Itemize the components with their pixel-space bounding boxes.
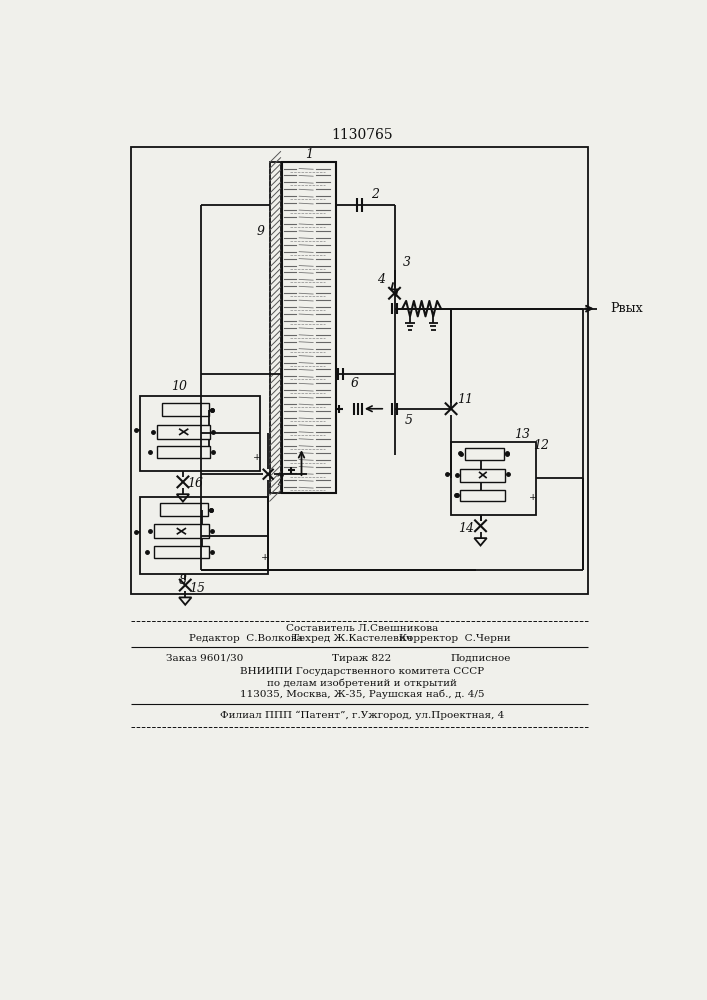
- Text: 10: 10: [171, 380, 187, 393]
- Text: 7: 7: [276, 475, 284, 488]
- Text: +: +: [529, 493, 537, 502]
- Text: 13: 13: [515, 428, 530, 441]
- Text: +: +: [261, 553, 269, 562]
- Text: 14: 14: [459, 522, 474, 535]
- Bar: [140, 497, 268, 574]
- Text: Корректор  С.Черни: Корректор С.Черни: [399, 634, 510, 643]
- Bar: [154, 524, 209, 538]
- Text: 15: 15: [189, 582, 205, 595]
- Text: Составитель Л.Свешникова: Составитель Л.Свешникова: [286, 624, 438, 633]
- Text: Филиал ППП “Патент”, г.Ужгород, ул.Проектная, 4: Филиал ППП “Патент”, г.Ужгород, ул.Проек…: [220, 711, 504, 720]
- Bar: [270, 162, 281, 493]
- Bar: [282, 162, 337, 493]
- Text: ВНИИПИ Государственного комитета СССР: ВНИИПИ Государственного комитета СССР: [240, 667, 484, 676]
- Text: 113035, Москва, Ж-35, Раушская наб., д. 4/5: 113035, Москва, Ж-35, Раушская наб., д. …: [240, 690, 484, 699]
- Bar: [460, 490, 506, 501]
- Text: Заказ 9601/30: Заказ 9601/30: [166, 654, 243, 663]
- Bar: [465, 448, 504, 460]
- Text: 5: 5: [404, 414, 412, 427]
- Text: 3: 3: [403, 256, 411, 269]
- Text: 4: 4: [377, 273, 385, 286]
- Bar: [154, 546, 209, 558]
- Bar: [162, 403, 209, 416]
- Text: 1: 1: [305, 148, 313, 161]
- Text: Рвых: Рвых: [610, 302, 643, 315]
- Text: 1130765: 1130765: [331, 128, 393, 142]
- Bar: [160, 503, 208, 516]
- Bar: [460, 469, 506, 482]
- Text: 16: 16: [187, 477, 204, 490]
- Text: 2: 2: [371, 188, 379, 201]
- Text: 11: 11: [457, 393, 473, 406]
- Bar: [158, 446, 210, 458]
- Text: 6: 6: [351, 377, 359, 390]
- Bar: [158, 425, 210, 439]
- Bar: [131, 147, 588, 594]
- Text: Техред Ж.Кастелевич: Техред Ж.Кастелевич: [291, 634, 412, 643]
- Text: Тираж 822: Тираж 822: [332, 654, 392, 663]
- Bar: [451, 442, 537, 515]
- Bar: [140, 396, 260, 471]
- Text: 9: 9: [257, 225, 264, 238]
- Text: +: +: [253, 453, 262, 462]
- Text: Редактор  С.Волкова: Редактор С.Волкова: [189, 634, 303, 643]
- Text: 8: 8: [179, 574, 187, 587]
- Text: по делам изобретений и открытий: по делам изобретений и открытий: [267, 678, 457, 688]
- Text: Подписное: Подписное: [450, 654, 510, 663]
- Text: 12: 12: [533, 439, 549, 452]
